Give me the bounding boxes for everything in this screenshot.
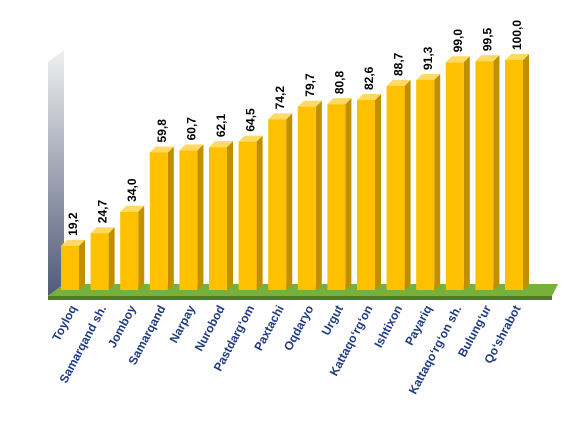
bar-side xyxy=(256,135,263,290)
bar-front xyxy=(445,62,464,290)
bar xyxy=(179,144,204,290)
bar-side xyxy=(315,100,322,290)
back-wall xyxy=(48,50,64,296)
bar-top xyxy=(238,135,263,142)
value-label: 64,5 xyxy=(244,108,258,132)
bar xyxy=(386,79,411,291)
value-label: 74,2 xyxy=(273,86,287,110)
value-label: 24,7 xyxy=(96,200,110,224)
bar xyxy=(120,205,145,290)
value-label: 88,7 xyxy=(392,52,406,76)
bar-top xyxy=(297,100,322,107)
bar-side xyxy=(167,146,174,290)
value-label: 59,8 xyxy=(155,119,169,143)
bar-side xyxy=(108,227,115,290)
bar-front xyxy=(209,147,227,290)
bar-side xyxy=(227,141,233,290)
value-label: 34,0 xyxy=(125,178,139,202)
value-label: 100,0 xyxy=(510,20,524,50)
bar-side xyxy=(286,113,293,290)
bar-top xyxy=(357,94,381,101)
bar xyxy=(505,54,529,290)
category-label: Toyloq xyxy=(49,303,79,344)
bar-front xyxy=(386,85,405,291)
bar-front xyxy=(268,119,287,290)
bar-top xyxy=(505,54,529,60)
bar-side xyxy=(345,98,352,290)
value-label: 82,6 xyxy=(362,66,376,90)
bar xyxy=(149,146,174,290)
plot xyxy=(61,54,529,291)
bar-front xyxy=(120,211,139,290)
value-label: 99,5 xyxy=(480,27,494,51)
category-label: Payariq xyxy=(402,303,435,348)
bar xyxy=(297,100,322,290)
bar-top xyxy=(120,205,145,212)
value-label: 19,2 xyxy=(66,212,80,236)
value-label: 79,7 xyxy=(303,73,317,97)
bar-front xyxy=(238,141,257,290)
bar-side xyxy=(493,55,500,291)
floor-edge xyxy=(48,296,552,300)
bar-top xyxy=(416,74,441,81)
bar-top xyxy=(475,55,500,62)
value-label: 62,1 xyxy=(214,113,228,137)
bar xyxy=(268,113,293,290)
bar xyxy=(209,141,233,290)
bar-side xyxy=(404,79,411,291)
bar-side xyxy=(375,94,381,291)
bar-top xyxy=(445,56,470,63)
bar-side xyxy=(138,205,145,290)
bar xyxy=(475,55,500,291)
bar-top xyxy=(179,144,204,151)
bar-front xyxy=(475,61,494,291)
bar-top xyxy=(149,146,174,153)
category-label: Narpay xyxy=(167,303,199,346)
bar xyxy=(357,94,381,291)
bar-front xyxy=(90,233,109,290)
value-label: 80,8 xyxy=(332,70,346,94)
bar-front xyxy=(61,245,79,290)
bar-front xyxy=(505,60,523,290)
category-label: Urgut xyxy=(319,303,346,338)
bar-top xyxy=(90,227,115,234)
bar-top xyxy=(268,113,293,120)
bar-front xyxy=(327,104,346,290)
bar xyxy=(445,56,470,290)
bar-top xyxy=(327,98,352,105)
bar-top xyxy=(61,239,85,246)
bar-front xyxy=(357,100,375,291)
bar-top xyxy=(209,141,233,148)
bar-side xyxy=(434,74,441,290)
category-label: Ishtixon xyxy=(371,303,405,350)
value-label: 60,7 xyxy=(184,117,198,141)
bar-side xyxy=(523,54,529,290)
bar-front xyxy=(179,150,198,290)
bar-top xyxy=(386,79,411,86)
bar xyxy=(327,98,352,290)
bar-front xyxy=(149,152,168,290)
bar xyxy=(90,227,115,290)
bar xyxy=(61,239,85,290)
value-label: 99,0 xyxy=(451,29,465,53)
bar-front xyxy=(297,106,316,290)
bar-front xyxy=(416,80,435,290)
value-label: 91,3 xyxy=(421,46,435,70)
bar-side xyxy=(79,239,85,290)
bar xyxy=(416,74,441,290)
bar-side xyxy=(197,144,204,290)
bar xyxy=(238,135,263,290)
bar-side xyxy=(463,56,470,290)
